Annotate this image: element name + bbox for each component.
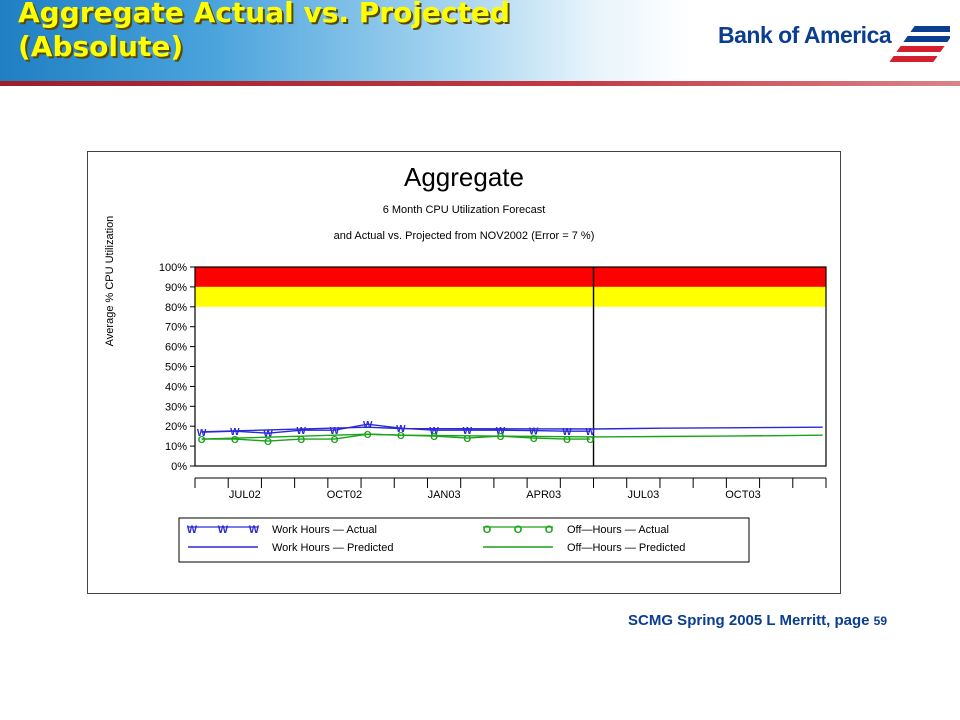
data-point-marker: W xyxy=(463,426,473,437)
slide-title-line-1: Aggregate Actual vs. Projected xyxy=(18,0,510,29)
data-point-marker: O xyxy=(264,437,272,448)
x-tick-label: JUL03 xyxy=(627,489,659,501)
banner-divider xyxy=(0,81,960,86)
data-point-marker: O xyxy=(231,435,239,446)
threshold-band-critical xyxy=(195,267,826,287)
logo-wordmark: Bank of America xyxy=(718,22,892,48)
x-tick-label: OCT03 xyxy=(725,489,760,501)
footer-page-number: 59 xyxy=(873,614,887,628)
y-tick-label: 0% xyxy=(171,461,187,473)
data-point-marker: W xyxy=(330,426,340,437)
chart-title: Aggregate xyxy=(404,162,524,192)
data-point-marker: O xyxy=(563,435,571,446)
data-point-marker: W xyxy=(585,427,595,438)
data-point-marker: W xyxy=(529,427,539,438)
data-point-marker: W xyxy=(496,426,506,437)
y-tick-label: 100% xyxy=(159,262,187,274)
legend-entry-label: Off—Hours — Actual xyxy=(567,524,669,536)
legend-entry-label: Work Hours — Actual xyxy=(272,524,377,536)
data-point-marker: O xyxy=(430,432,438,443)
y-tick-label: 50% xyxy=(165,362,187,374)
series-line xyxy=(201,433,823,440)
data-point-marker: W xyxy=(297,426,307,437)
data-point-marker: O xyxy=(331,435,339,446)
chart-subtitle-error: and Actual vs. Projected from NOV2002 (E… xyxy=(333,230,595,242)
data-point-marker: O xyxy=(530,434,538,445)
data-point-marker: W xyxy=(263,429,273,440)
chart-panel: Aggregate 6 Month CPU Utilization Foreca… xyxy=(87,151,841,594)
x-tick-label: JAN03 xyxy=(428,489,461,501)
legend-swatch-marker: W xyxy=(218,524,229,536)
title-banner xyxy=(0,0,960,84)
data-point-marker: O xyxy=(463,434,471,445)
y-tick-label: 70% xyxy=(165,322,187,334)
data-point-marker: O xyxy=(198,435,206,446)
legend-swatch-marker: O xyxy=(514,524,523,536)
data-point-marker: W xyxy=(562,427,572,438)
legend-box xyxy=(178,517,750,563)
data-point-marker: O xyxy=(397,431,405,442)
x-tick-label: APR03 xyxy=(526,489,561,501)
chart-plot: 0% 10% 20% 30% 40% 50% 60% 70% 80% 90% 100% JUL02 OC… xyxy=(159,262,827,563)
threshold-band-warning xyxy=(195,286,826,307)
y-tick-label: 80% xyxy=(165,302,187,314)
data-point-marker: W xyxy=(429,426,439,437)
legend-swatch-marker: O xyxy=(545,524,554,536)
data-point-marker: O xyxy=(497,432,505,443)
series-line xyxy=(201,426,823,433)
x-tick-label: OCT02 xyxy=(327,489,362,501)
y-tick-label: 30% xyxy=(165,401,187,413)
y-tick-label: 60% xyxy=(165,342,187,354)
legend-entry-label: Work Hours — Predicted xyxy=(272,542,393,554)
chart-subtitle: 6 Month CPU Utilization Forecast xyxy=(382,204,546,216)
data-point-marker: W xyxy=(396,424,406,435)
y-tick-label: 20% xyxy=(165,421,187,433)
slide-title-line-2: (Absolute) xyxy=(18,30,184,63)
x-tick-label: JUL02 xyxy=(229,489,261,501)
flag-logo-icon xyxy=(889,26,950,62)
bank-logo: Bank of America xyxy=(718,10,958,76)
data-point-marker: O xyxy=(297,435,305,446)
data-point-marker: W xyxy=(363,420,373,431)
data-point-marker: W xyxy=(197,428,207,439)
footer-text: SCMG Spring 2005 L Merritt, page xyxy=(628,612,874,629)
legend-swatch-marker: O xyxy=(483,524,492,536)
y-tick-label: 90% xyxy=(165,282,187,294)
data-point-marker: O xyxy=(586,435,594,446)
y-tick-label: 40% xyxy=(165,381,187,393)
slide-footer: SCMG Spring 2005 L Merritt, page 59 xyxy=(0,612,887,629)
data-point-marker: O xyxy=(364,430,372,441)
slide-title: Aggregate Actual vs. Projected (Absolute… xyxy=(18,0,618,64)
legend-swatch-marker: W xyxy=(187,524,198,536)
y-tick-label: 10% xyxy=(165,441,187,453)
legend-entry-label: Off—Hours — Predicted xyxy=(567,542,685,554)
legend-swatch-marker: W xyxy=(249,524,260,536)
data-point-marker: W xyxy=(230,427,240,438)
